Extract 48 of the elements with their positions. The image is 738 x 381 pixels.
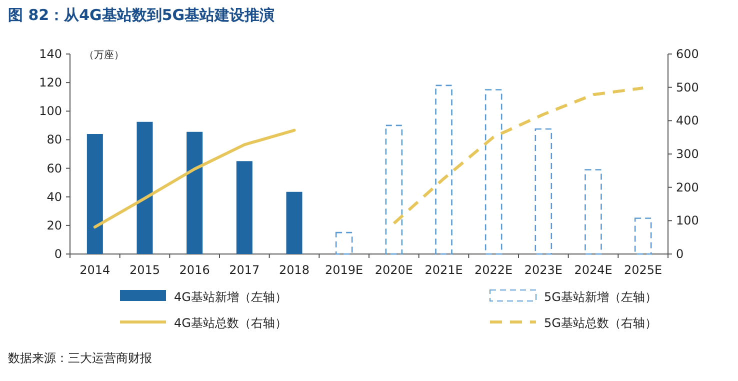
x-tick-label: 2020E [374,263,413,277]
y-tick-label: 80 [46,132,62,147]
x-tick-label: 2019E [325,263,364,277]
bar [435,84,452,255]
legend-label: 4G基站总数（右轴） [174,316,287,330]
x-tick-label: 2023E [524,263,562,277]
y-tick-label: 40 [46,190,62,204]
chart-title: 图 82：从4G基站数到5G基站建设推演 [8,6,275,24]
bar [236,161,252,254]
line-series [93,128,296,228]
y2-tick-label: 500 [676,80,699,94]
bar [335,232,353,255]
bar [286,192,302,254]
y2-tick-label: 600 [676,47,699,61]
y2-tick-label: 200 [676,180,699,194]
x-tick-label: 2024E [574,263,612,277]
y-tick-label: 120 [39,76,62,90]
x-tick-label: 2021E [424,263,463,277]
x-tick-label: 2014 [80,263,110,277]
bar [385,124,403,255]
y-tick-label: 0 [54,247,62,261]
x-tick-label: 2015 [129,263,160,277]
y2-tick-label: 100 [676,214,699,228]
y-tick-label: 140 [39,47,62,61]
y2-tick-label: 300 [676,147,699,161]
y2-tick-label: 400 [676,114,699,128]
y-tick-label: 20 [46,218,62,232]
y-tick-label: 60 [46,161,62,176]
bar [186,132,203,254]
legend-label: 4G基站新增（左轴） [174,290,287,304]
x-tick-label: 2022E [474,263,513,277]
bar [634,218,652,255]
x-tick-label: 2025E [624,263,662,277]
y-tick-label: 100 [39,104,62,118]
y2-tick-label: 0 [676,247,684,261]
legend-label: 5G基站总数（右轴） [544,316,657,330]
bar [86,134,103,254]
y-axis-title: （万座） [84,49,124,61]
legend-label: 5G基站新增（左轴） [544,290,657,304]
bar [534,128,552,255]
x-tick-label: 2017 [229,263,260,277]
x-tick-label: 2016 [179,263,210,277]
x-tick-label: 2018 [278,263,310,277]
bar [136,122,153,254]
bar [484,89,502,255]
line-series [392,86,645,225]
source-note: 数据来源：三大运营商财报 [8,351,152,365]
bar [584,169,602,255]
